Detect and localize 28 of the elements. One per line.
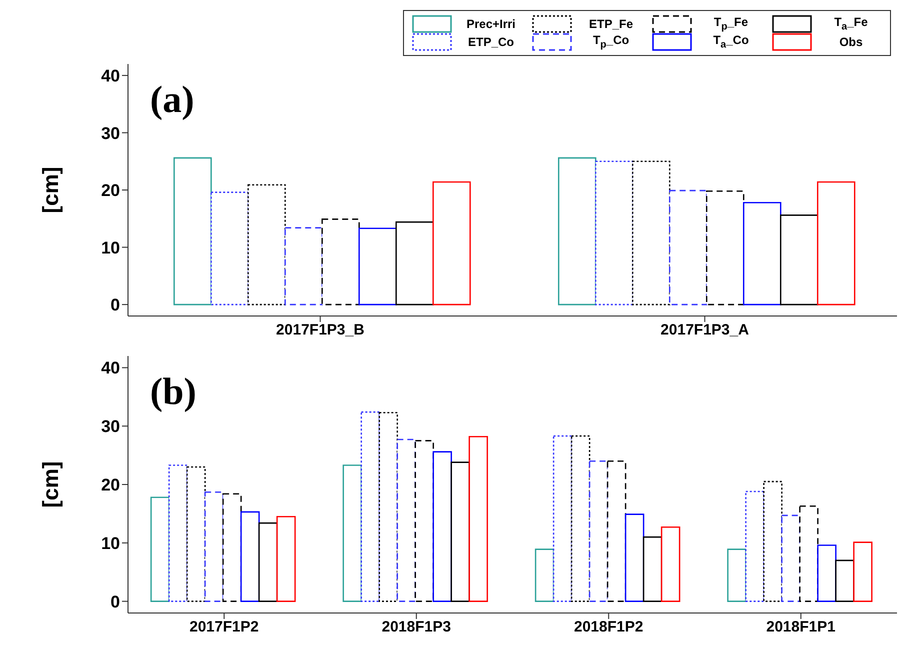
y-tick-label: 0 [110,592,120,612]
x-tick-label: 2018F1P2 [574,618,644,636]
y-tick-label: 30 [101,124,120,143]
legend-label: ETP_Fe [588,17,634,31]
legend-label: T$_{a}$_Co [712,33,750,51]
chart-title: (a) [150,78,194,122]
legend-label: Obs [838,35,864,49]
x-tick-label: 2017F1P3_B [276,322,365,339]
y-tick-label: 40 [101,66,120,86]
legend-label: T$_{p}$_Fe [712,15,750,33]
y-tick-label: 20 [101,181,120,200]
legend-label: T$_{p}$_Co [592,33,630,51]
y-tick-label: 10 [101,238,120,258]
legend-label: ETP_Co [466,35,515,49]
x-tick-label: 2017F1P2 [190,618,259,636]
y-tick-label: 40 [101,358,120,378]
y-axis-title: [cm] [38,461,63,508]
y-tick-label: 20 [101,476,120,495]
y-tick-label: 30 [101,417,120,436]
x-tick-label: 2018F1P1 [766,618,836,636]
y-tick-label: 10 [101,534,120,553]
legend-label: Prec+Irri [465,17,517,31]
y-tick-label: 0 [110,296,120,315]
y-axis-title: [cm] [38,166,63,214]
x-tick-label: 2018F1P3 [382,618,451,636]
chart-title: (b) [150,370,196,414]
legend-label: T$_{a}$_Fe [833,15,869,33]
x-tick-label: 2017F1P3_A [660,322,750,339]
